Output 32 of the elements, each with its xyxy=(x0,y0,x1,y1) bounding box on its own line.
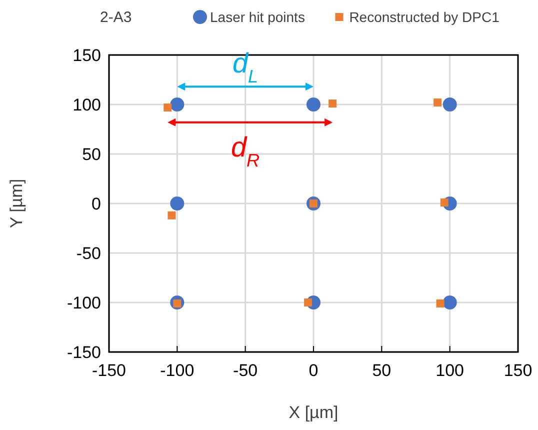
x-axis-title: X [µm] xyxy=(288,403,338,422)
point xyxy=(442,296,457,310)
y-tick-label: 150 xyxy=(72,46,101,65)
x-tick-label: 100 xyxy=(436,361,464,380)
point xyxy=(170,196,184,210)
point xyxy=(168,211,176,220)
y-tick-label: 100 xyxy=(72,96,101,114)
y-tick-label: -150 xyxy=(66,343,101,362)
point xyxy=(170,98,184,112)
point xyxy=(164,103,172,112)
x-tick-label: -100 xyxy=(160,361,194,380)
point xyxy=(434,98,442,107)
point xyxy=(304,298,312,306)
legend-label: Reconstructed by DPC1 xyxy=(349,9,500,25)
x-tick-label: 50 xyxy=(372,361,392,380)
x-tick-label: 0 xyxy=(308,361,318,380)
y-axis-title: Y [µm] xyxy=(7,178,26,228)
annotation: d$_{L}$ xyxy=(232,48,258,87)
point xyxy=(306,98,320,112)
y-tick-label: -50 xyxy=(76,244,101,263)
point xyxy=(328,100,337,108)
point xyxy=(440,198,448,207)
y-tick-label: -100 xyxy=(66,294,101,312)
chart-title: 2-A3 xyxy=(100,9,132,26)
y-tick-label: 0 xyxy=(92,194,101,214)
x-tick-label: 150 xyxy=(504,361,532,380)
y-tick-label: 50 xyxy=(82,145,101,164)
legend-label: Laser hit points xyxy=(210,9,305,25)
point xyxy=(442,98,457,112)
point xyxy=(436,299,444,308)
x-tick-label: -50 xyxy=(233,361,258,380)
annotation: d$_{R}$ xyxy=(230,131,260,170)
